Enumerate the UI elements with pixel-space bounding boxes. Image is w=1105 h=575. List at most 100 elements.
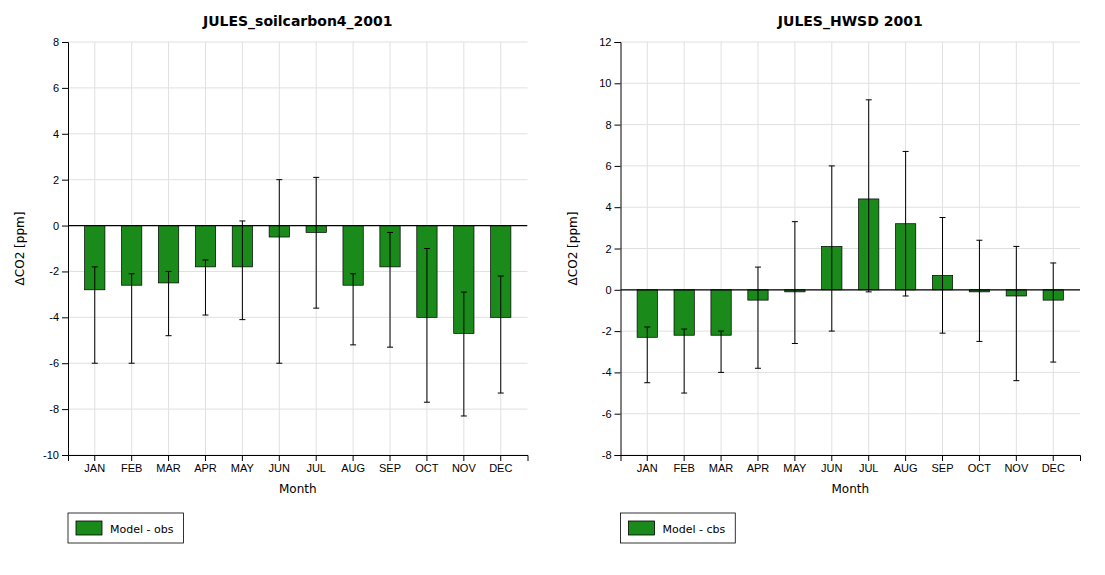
error-bar bbox=[424, 249, 430, 403]
error-bar bbox=[92, 267, 98, 363]
x-axis: JANFEBMARAPRMAYJUNJULAUGSEPOCTNOVDEC bbox=[69, 455, 529, 474]
x-tick: MAY bbox=[231, 455, 255, 474]
error-bar-stem bbox=[131, 274, 132, 363]
error-bar-cap-high bbox=[940, 217, 946, 218]
error-bar-stem bbox=[500, 276, 501, 393]
x-tick-mark bbox=[168, 455, 169, 461]
error-bar-stem bbox=[794, 222, 795, 344]
x-tick-mark bbox=[131, 455, 132, 461]
x-tick: SEP bbox=[932, 455, 954, 474]
x-tick-label: NOV bbox=[1004, 462, 1029, 474]
error-bar-cap-high bbox=[202, 259, 208, 260]
error-bars bbox=[92, 177, 504, 416]
x-tick-label: FEB bbox=[673, 462, 694, 474]
grid-line-y bbox=[68, 363, 528, 364]
error-bar-stem bbox=[721, 331, 722, 372]
grid bbox=[68, 42, 528, 455]
error-bar-cap-high bbox=[313, 177, 319, 178]
error-bar-cap-high bbox=[166, 271, 172, 272]
error-bar-stem bbox=[757, 267, 758, 368]
grid-line-y bbox=[621, 248, 1081, 249]
x-tick-mark bbox=[242, 455, 243, 461]
error-bar-cap-high bbox=[498, 276, 504, 277]
y-tick: -6 bbox=[49, 357, 68, 369]
y-tick: 2 bbox=[605, 243, 620, 255]
y-tick-label: 8 bbox=[53, 36, 59, 48]
y-tick-label: -4 bbox=[49, 311, 59, 323]
x-tick-label: OCT bbox=[415, 462, 439, 474]
x-tick-label: JUL bbox=[859, 462, 879, 474]
error-bar-cap-high bbox=[866, 99, 872, 100]
y-tick-label: -8 bbox=[49, 403, 59, 415]
y-tick: 0 bbox=[605, 284, 620, 296]
x-tick-mark bbox=[794, 455, 795, 461]
y-tick-mark bbox=[62, 42, 68, 43]
error-bar-cap-high bbox=[387, 232, 393, 233]
error-bar-cap-low bbox=[424, 402, 430, 403]
error-bar bbox=[202, 260, 208, 315]
error-bar-cap-low bbox=[276, 363, 282, 364]
y-tick-mark bbox=[615, 372, 621, 373]
error-bar-cap-low bbox=[792, 343, 798, 344]
grid-line-y bbox=[621, 413, 1081, 414]
error-bar bbox=[166, 271, 172, 335]
error-bar bbox=[387, 232, 393, 347]
x-tick-mark bbox=[831, 455, 832, 461]
grid-line-y bbox=[68, 179, 528, 180]
error-bar bbox=[644, 327, 650, 383]
error-bar-cap-high bbox=[903, 151, 909, 152]
y-tick: 6 bbox=[53, 82, 68, 94]
x-tick: JAN bbox=[84, 455, 105, 474]
grid-line-y bbox=[68, 42, 528, 43]
x-tick: JAN bbox=[637, 455, 658, 474]
error-bar-cap-high bbox=[644, 326, 650, 327]
grid-line-y bbox=[68, 225, 528, 226]
x-tick-mark bbox=[205, 455, 206, 461]
y-tick-mark bbox=[62, 226, 68, 227]
grid-line-y bbox=[621, 207, 1081, 208]
grid-line-y bbox=[621, 165, 1081, 166]
error-bar-cap-high bbox=[129, 273, 135, 274]
y-tick-mark bbox=[615, 414, 621, 415]
y-tick-label: 0 bbox=[605, 284, 611, 296]
error-bar-stem bbox=[279, 180, 280, 364]
legend: Model - obs bbox=[68, 513, 183, 543]
grid-line-x bbox=[942, 42, 943, 455]
error-bar bbox=[276, 180, 282, 364]
error-bar-cap-low bbox=[866, 291, 872, 292]
x-tick-label: APR bbox=[194, 462, 217, 474]
error-bar-stem bbox=[979, 240, 980, 341]
panel: JANFEBMARAPRMAYJUNJULAUGSEPOCTNOVDEC-10-… bbox=[13, 13, 528, 543]
y-tick: 12 bbox=[599, 36, 620, 48]
y-tick: -4 bbox=[49, 311, 68, 323]
y-tick-mark bbox=[62, 271, 68, 272]
x-tick-mark bbox=[353, 455, 354, 461]
error-bar-stem bbox=[684, 329, 685, 393]
x-axis-line bbox=[621, 456, 1081, 462]
error-bar-cap-low bbox=[903, 295, 909, 296]
y-tick-mark bbox=[62, 88, 68, 89]
error-bar-cap-high bbox=[424, 248, 430, 249]
error-bar-stem bbox=[242, 221, 243, 320]
error-bar-cap-high bbox=[718, 331, 724, 332]
x-tick: NOV bbox=[1004, 455, 1029, 474]
x-tick-label: JUL bbox=[306, 462, 326, 474]
zero-line bbox=[621, 289, 1081, 290]
error-bar-stem bbox=[1016, 246, 1017, 380]
legend-swatch bbox=[629, 521, 655, 535]
error-bar bbox=[829, 166, 835, 331]
grid-line-x bbox=[905, 42, 906, 455]
error-bar bbox=[1013, 246, 1019, 380]
y-tick-mark bbox=[615, 249, 621, 250]
x-tick-mark bbox=[316, 455, 317, 461]
error-bar-cap-low bbox=[718, 372, 724, 373]
grid-line-y bbox=[68, 409, 528, 410]
y-tick-mark bbox=[62, 409, 68, 410]
y-tick: 10 bbox=[599, 77, 620, 89]
grid-line-y bbox=[621, 372, 1081, 373]
y-tick-label: 6 bbox=[605, 160, 611, 172]
x-tick-label: JUN bbox=[821, 462, 842, 474]
x-tick-label: FEB bbox=[121, 462, 142, 474]
y-tick-label: -2 bbox=[602, 325, 612, 337]
x-tick-mark bbox=[279, 455, 280, 461]
